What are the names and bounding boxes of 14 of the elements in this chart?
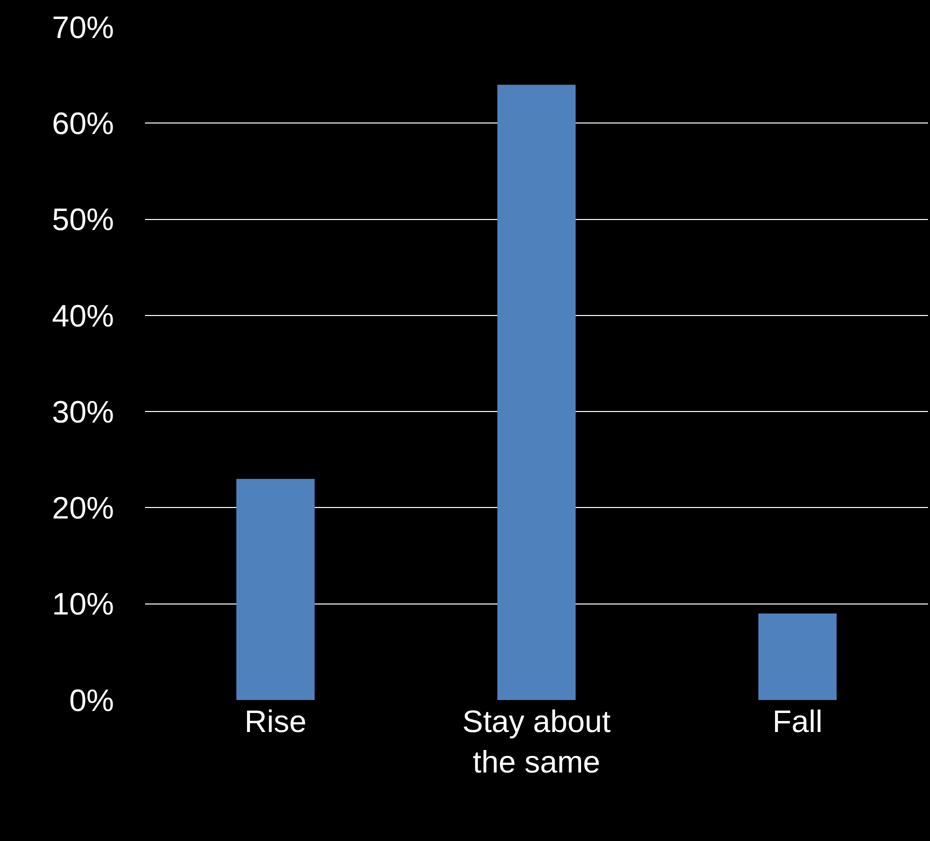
y-tick-label: 20%	[52, 490, 114, 526]
y-tick-label: 30%	[52, 394, 114, 430]
y-tick-label: 70%	[52, 10, 114, 45]
y-tick-label: 40%	[52, 298, 114, 334]
x-tick-label: Rise	[244, 704, 307, 739]
y-tick-label: 10%	[52, 586, 114, 622]
bar	[497, 84, 576, 700]
bar	[758, 613, 837, 700]
bar	[236, 478, 315, 700]
y-tick-label: 60%	[52, 106, 114, 141]
y-tick-label: 0%	[69, 682, 114, 718]
x-tick-label: Fall	[772, 704, 822, 739]
x-tick-label: Stay about the same	[462, 704, 611, 780]
y-tick-label: 50%	[52, 202, 114, 238]
